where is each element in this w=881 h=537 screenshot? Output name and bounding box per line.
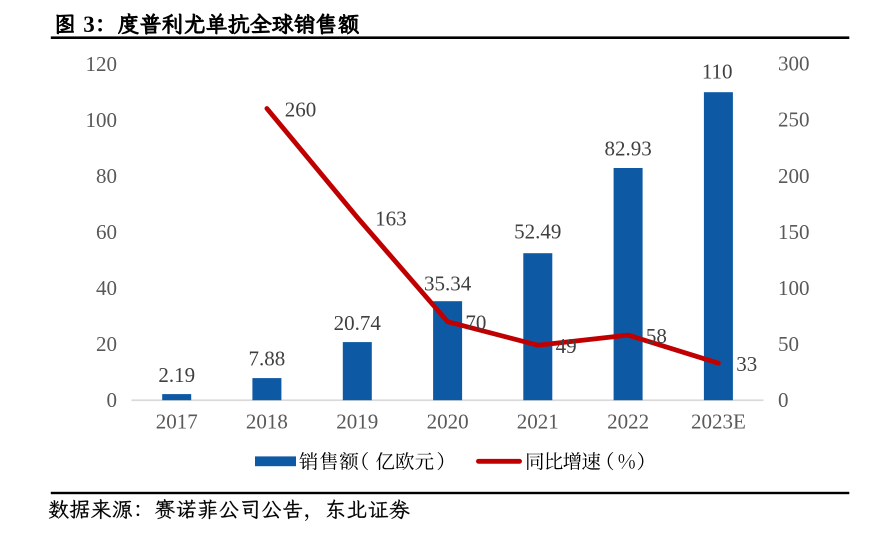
svg-text:20.74: 20.74 — [334, 311, 382, 335]
svg-text:120: 120 — [86, 52, 118, 76]
svg-text:150: 150 — [778, 220, 810, 244]
svg-text:163: 163 — [375, 206, 407, 230]
svg-text:0: 0 — [778, 388, 789, 412]
svg-text:110: 110 — [702, 60, 733, 84]
svg-text:60: 60 — [96, 220, 117, 244]
svg-text:2022: 2022 — [607, 410, 649, 434]
svg-text:20: 20 — [96, 332, 117, 356]
svg-text:100: 100 — [86, 108, 118, 132]
svg-text:2020: 2020 — [427, 410, 469, 434]
svg-text:49: 49 — [556, 334, 577, 358]
svg-text:0: 0 — [107, 388, 118, 412]
svg-text:200: 200 — [778, 164, 810, 188]
svg-text:3: 3 — [83, 12, 95, 37]
svg-text:7.88: 7.88 — [249, 346, 286, 370]
svg-text:250: 250 — [778, 108, 810, 132]
svg-text:40: 40 — [96, 276, 117, 300]
svg-text:300: 300 — [778, 52, 810, 76]
svg-text:2017: 2017 — [156, 410, 198, 434]
svg-text:260: 260 — [285, 98, 317, 122]
svg-text:82.93: 82.93 — [604, 137, 651, 161]
svg-text:100: 100 — [778, 276, 810, 300]
svg-text:2023E: 2023E — [691, 410, 746, 434]
svg-text:2019: 2019 — [336, 410, 378, 434]
svg-text:33: 33 — [736, 352, 757, 376]
svg-text:2018: 2018 — [246, 410, 288, 434]
svg-text:2.19: 2.19 — [158, 363, 195, 387]
svg-text:50: 50 — [778, 332, 799, 356]
svg-text:2021: 2021 — [517, 410, 559, 434]
svg-text:35.34: 35.34 — [424, 271, 472, 295]
svg-text:52.49: 52.49 — [514, 220, 561, 244]
svg-text:70: 70 — [465, 311, 486, 335]
svg-text:80: 80 — [96, 164, 117, 188]
svg-text:58: 58 — [646, 324, 667, 348]
